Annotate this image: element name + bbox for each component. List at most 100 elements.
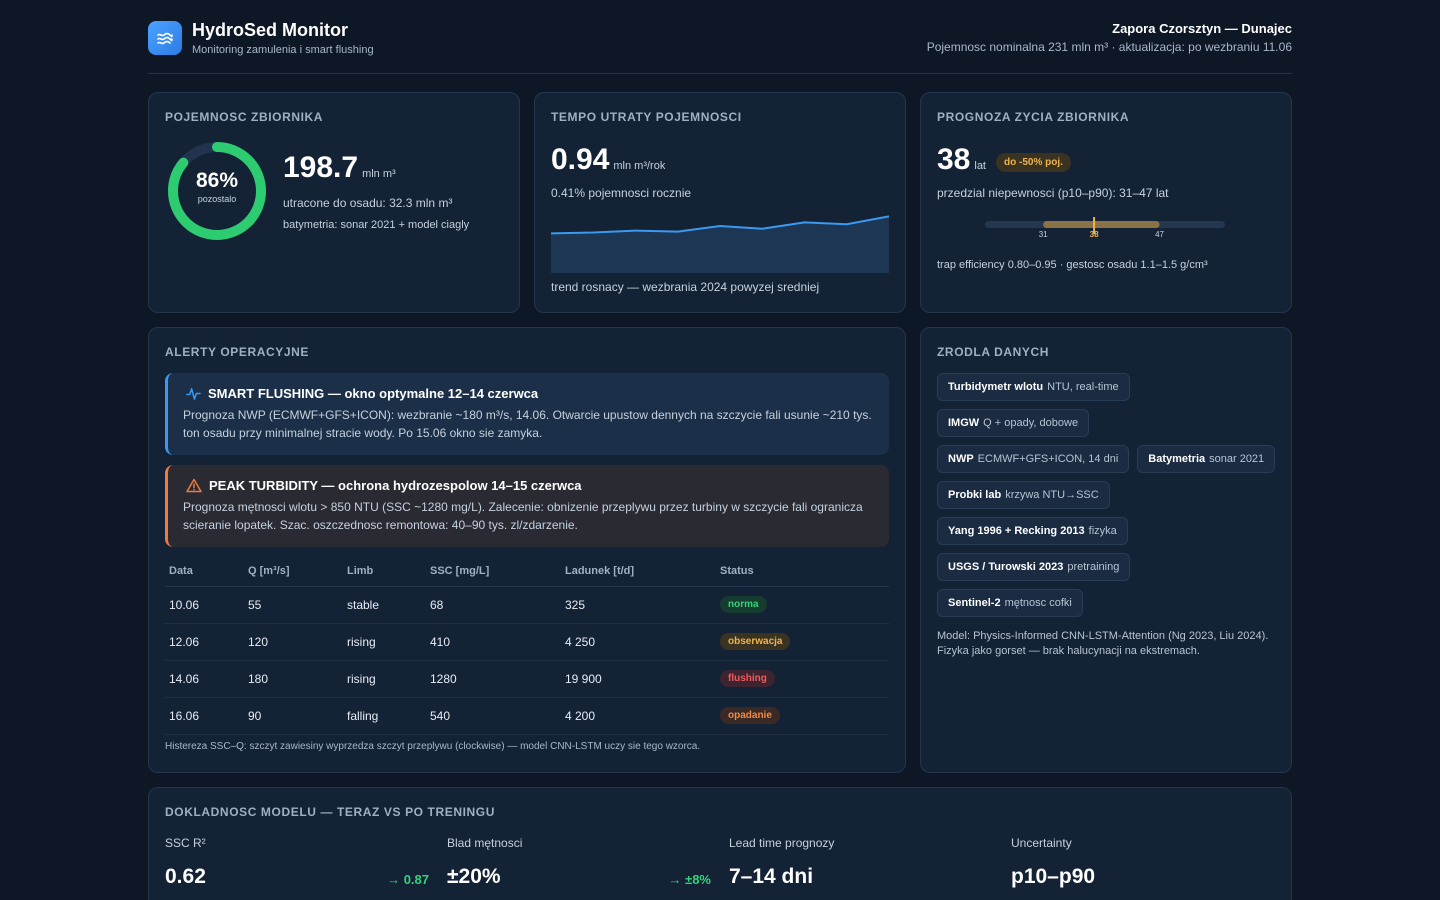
col-q: Q [m³/s] <box>244 556 343 587</box>
table-header-row: Data Q [m³/s] Limb SSC [mg/L] Ladunek [t… <box>165 556 889 587</box>
source-chip-detail: sonar 2021 <box>1209 453 1265 465</box>
source-chip-name: Sentinel-2 <box>948 597 1001 609</box>
app-subtitle: Monitoring zamulenia i smart flushing <box>192 44 374 56</box>
life-median-marker <box>1093 217 1096 234</box>
source-chip-detail: mętnosc cofki <box>1004 597 1072 609</box>
source-chip-name: Batymetria <box>1148 453 1206 465</box>
source-chip-detail: NTU, real-time <box>1047 381 1119 393</box>
col-status: Status <box>716 556 889 587</box>
source-chip-detail: ECMWF+GFS+ICON, 14 dni <box>977 453 1119 465</box>
cell-date: 10.06 <box>165 586 244 624</box>
source-chip[interactable]: IMGW Q + opady, dobowe <box>937 409 1090 437</box>
metric-value: ±20% <box>447 865 501 888</box>
cell-q: 55 <box>244 586 343 624</box>
alerts-card: ALERTY OPERACYJNE SMART FLUSHING — okno … <box>148 327 906 773</box>
alert-flushing-heading: SMART FLUSHING — okno optymalne 12–14 cz… <box>186 386 538 401</box>
cell-limb: rising <box>343 660 426 698</box>
col-limb: Limb <box>343 556 426 587</box>
cell-status: opadanie <box>716 697 889 735</box>
sources-card: ZRODLA DANYCH Turbidymetr wlotu NTU, real… <box>920 327 1292 773</box>
table-row[interactable]: 12.06 120 rising 410 4 250 obserwacja <box>165 623 889 661</box>
hysteresis-note: Histereza SSC–Q: szczyt zawiesiny wyprze… <box>165 741 701 752</box>
source-chip[interactable]: Probki lab krzywa NTU→SSC <box>937 481 1110 509</box>
source-chip-name: NWP <box>948 453 974 465</box>
col-date: Data <box>165 556 244 587</box>
rate-title: TEMPO UTRATY POJEMNOSCI <box>551 110 742 124</box>
cell-load: 325 <box>561 586 716 624</box>
status-badge: opadanie <box>720 707 780 724</box>
life-unit: lat <box>974 160 986 172</box>
metric-value: 0.62 <box>165 865 206 888</box>
table-row[interactable]: 10.06 55 stable 68 325 norma <box>165 586 889 624</box>
rate-sparkline-area <box>551 216 889 273</box>
alert-turbidity-heading: PEAK TURBIDITY — ochrona hydrozespolow 1… <box>186 478 582 493</box>
metric-label: Blad mętnosci <box>447 836 523 850</box>
life-tick-p10: 31 <box>1039 230 1048 239</box>
cell-ssc: 410 <box>426 623 561 661</box>
rate-value: 0.94 <box>551 143 610 176</box>
status-badge: obserwacja <box>720 633 791 650</box>
cell-load: 4 200 <box>561 697 716 735</box>
capacity-ring-value: 86% <box>195 169 239 192</box>
capacity-card: POJEMNOSC ZBIORNIKA 86% pozostalo 198.7 m… <box>148 92 520 313</box>
alert-flushing-heading-text: SMART FLUSHING — okno optymalne 12–14 cz… <box>208 386 539 401</box>
model-note: Model: Physics-Informed CNN-LSTM-Attenti… <box>937 630 1269 657</box>
app-title: HydroSed Monitor <box>192 20 348 40</box>
life-range-bar: 31 38 47 <box>985 217 1225 239</box>
metric-value: 7–14 dni <box>729 865 814 888</box>
life-value: 38 <box>937 143 971 176</box>
metric-label: Lead time prognozy <box>729 836 835 850</box>
alert-turbidity-body: Prognoza mętnosci wlotu > 850 NTU (SSC ~… <box>183 500 863 532</box>
cell-load: 4 250 <box>561 623 716 661</box>
capacity-title: POJEMNOSC ZBIORNIKA <box>165 110 324 124</box>
rate-value-group: 0.94 mln m³/rok <box>551 143 665 177</box>
metric-lead-time: Lead time prognozy 7–14 dni <box>729 836 999 888</box>
pulse-icon <box>186 388 201 400</box>
cell-ssc: 540 <box>426 697 561 735</box>
forecast-table: Data Q [m³/s] Limb SSC [mg/L] Ladunek [t… <box>165 556 889 735</box>
cell-limb: rising <box>343 623 426 661</box>
status-badge: flushing <box>720 670 775 687</box>
cell-status: norma <box>716 586 889 624</box>
capacity-lost: utracone do osadu: 32.3 mln m³ <box>283 196 453 210</box>
table-row[interactable]: 14.06 180 rising 1280 19 900 flushing <box>165 660 889 698</box>
source-chip-detail: krzywa NTU→SSC <box>1005 489 1099 501</box>
alert-turbidity-heading-text: PEAK TURBIDITY — ochrona hydrozespolow 1… <box>209 478 582 493</box>
cell-q: 120 <box>244 623 343 661</box>
life-range-fill <box>1043 221 1160 228</box>
cell-limb: stable <box>343 586 426 624</box>
cell-ssc: 1280 <box>426 660 561 698</box>
source-chip-name: IMGW <box>948 417 980 429</box>
source-chip[interactable]: NWP ECMWF+GFS+ICON, 14 dni <box>937 445 1130 473</box>
source-chip[interactable]: Sentinel-2 mętnosc cofki <box>937 589 1083 617</box>
cell-date: 16.06 <box>165 697 244 735</box>
metric-turbidity-error: Blad mętnosci ±20% → ±8% <box>447 836 717 888</box>
cell-load: 19 900 <box>561 660 716 698</box>
life-title: PROGNOZA ZYCIA ZBIORNIKA <box>937 110 1130 124</box>
source-chip[interactable]: Batymetria sonar 2021 <box>1137 445 1276 473</box>
source-chip[interactable]: USGS / Turowski 2023 pretraining <box>937 553 1131 581</box>
source-chip[interactable]: Turbidymetr wlotu NTU, real-time <box>937 373 1130 401</box>
accuracy-title: DOKLADNOSC MODELU — TERAZ VS PO TRENINGU <box>165 805 496 819</box>
rate-card: TEMPO UTRATY POJEMNOSCI 0.94 mln m³/rok 0… <box>534 92 906 313</box>
capacity-unit: mln m³ <box>362 168 396 180</box>
cell-ssc: 68 <box>426 586 561 624</box>
metric-ssc-r2: SSC R² 0.62 → 0.87 <box>165 836 435 888</box>
alert-smart-flushing[interactable]: SMART FLUSHING — okno optymalne 12–14 cz… <box>165 373 889 455</box>
metric-gain: → 0.87 <box>387 872 429 887</box>
life-tick-median: 38 <box>1090 230 1099 239</box>
metric-gain: → ±8% <box>668 872 711 887</box>
source-chip[interactable]: Yang 1996 + Recking 2013 fizyka <box>937 517 1128 545</box>
accuracy-card: DOKLADNOSC MODELU — TERAZ VS PO TRENINGU… <box>148 787 1292 900</box>
site-name: Zapora Czorsztyn — Dunajec <box>1112 21 1292 36</box>
source-chip-name: USGS / Turowski 2023 <box>948 561 1064 573</box>
table-row[interactable]: 16.06 90 falling 540 4 200 opadanie <box>165 697 889 735</box>
app-header: HydroSed Monitor Monitoring zamulenia i … <box>148 0 1292 74</box>
cell-limb: falling <box>343 697 426 735</box>
alert-peak-turbidity[interactable]: PEAK TURBIDITY — ochrona hydrozespolow 1… <box>165 465 889 547</box>
waves-icon <box>148 21 182 55</box>
metric-uncertainty: Uncertainty p10–p90 <box>1011 836 1281 888</box>
source-chip-detail: Q + opady, dobowe <box>983 417 1079 429</box>
cell-q: 180 <box>244 660 343 698</box>
capacity-ring-arc <box>168 142 266 240</box>
